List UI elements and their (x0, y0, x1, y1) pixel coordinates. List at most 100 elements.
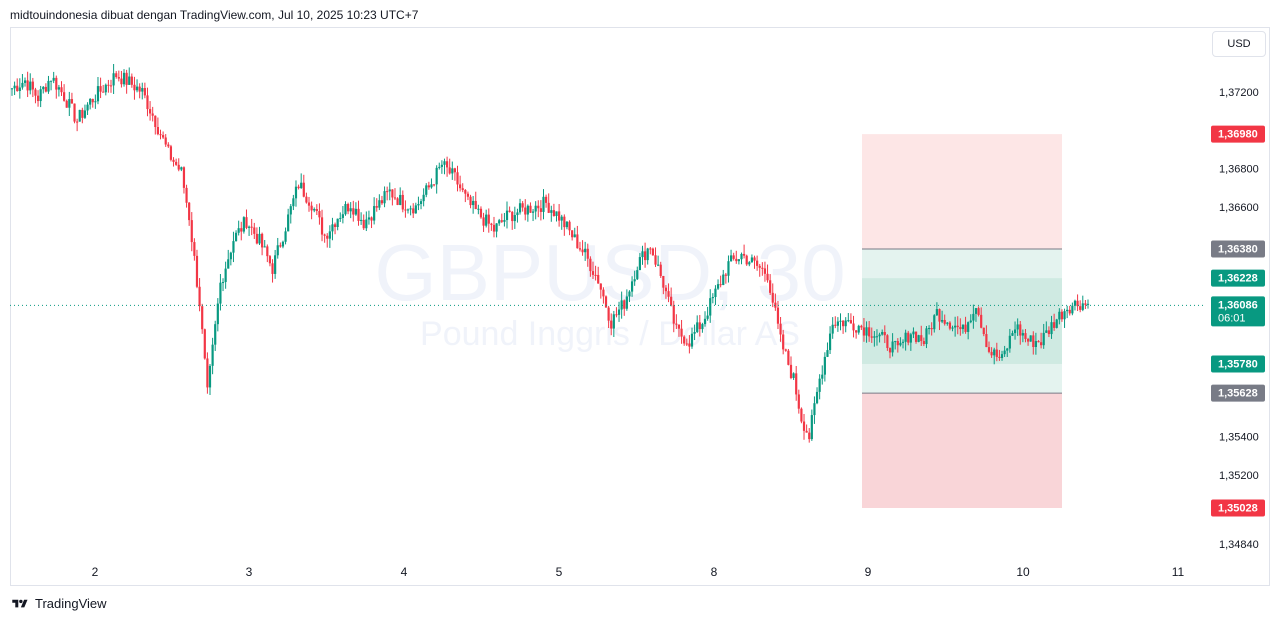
candle-body (185, 187, 188, 203)
candle-body (232, 241, 235, 253)
candle-body (563, 216, 566, 228)
candle-body (946, 322, 949, 324)
candle-body (680, 328, 683, 337)
price-label-text: 1,36380 (1218, 244, 1258, 256)
tradingview-footer: TradingView (10, 596, 107, 611)
candle-body (94, 101, 97, 103)
candle-body (560, 216, 563, 221)
candle-body (972, 313, 975, 321)
candle-body (1055, 319, 1058, 328)
candle-body (135, 86, 139, 91)
candle-body (763, 268, 767, 274)
chart-frame[interactable] (10, 27, 1270, 586)
candle-body (240, 228, 243, 232)
candle-body (993, 349, 996, 356)
candle-body (1024, 333, 1027, 339)
price-axis[interactable]: 1,37200 1,36800 1,36600 1,35400 1,35200 1,348… (1219, 87, 1259, 551)
candle-body (855, 330, 858, 333)
lower-target-zone (862, 393, 1062, 508)
candle-body (943, 319, 946, 324)
candle-body (641, 251, 644, 258)
candle-series (10, 63, 1090, 443)
candle-body (487, 214, 490, 224)
price-label-box (1211, 240, 1265, 258)
currency-button[interactable]: USD (1212, 31, 1266, 57)
candle-body (883, 332, 886, 336)
candle-body (1037, 341, 1040, 343)
candle-body (677, 324, 681, 329)
candle-body (808, 432, 811, 440)
candle-body (922, 341, 925, 345)
candle-body (967, 322, 970, 332)
candle-body (894, 341, 897, 343)
price-label-text: 1,35028 (1218, 502, 1258, 514)
candle-body (875, 336, 879, 338)
candle-body (675, 323, 678, 325)
candle-body (115, 73, 118, 78)
candle-body (323, 234, 326, 236)
candle-body (534, 205, 537, 212)
candle-body (203, 329, 206, 359)
candle-body (750, 257, 754, 263)
candle-body (401, 194, 404, 210)
price-tick-label: 1,36600 (1219, 202, 1259, 214)
candle-body (985, 334, 988, 348)
candle-body (214, 324, 217, 345)
candle-body (526, 205, 529, 215)
candle-body (474, 200, 477, 210)
candle-body (318, 211, 321, 218)
candle-body (935, 309, 938, 316)
candle-body (901, 341, 905, 343)
candle-body (315, 209, 318, 212)
candle-body (1013, 329, 1017, 334)
candle-body (636, 270, 639, 280)
candle-body (513, 215, 516, 222)
candle-body (65, 100, 68, 108)
candle-body (982, 327, 985, 335)
candle-body (831, 324, 834, 334)
candle-body (1034, 341, 1037, 348)
time-axis[interactable]: 2 3 4 5 8 9 10 11 (92, 565, 1185, 579)
candle-body (417, 204, 420, 206)
candle-body (36, 95, 40, 102)
candle-body (55, 77, 58, 90)
candle-body (727, 261, 730, 276)
candle-body (818, 378, 821, 392)
candle-body (797, 394, 800, 409)
candle-body (552, 210, 556, 216)
candle-body (625, 296, 628, 309)
candle-body (1000, 354, 1004, 358)
position-tool[interactable] (862, 134, 1062, 508)
candle-body (432, 184, 436, 186)
candle-body (180, 167, 183, 170)
candle-body (701, 324, 704, 330)
candle-body (99, 86, 102, 92)
candle-body (589, 258, 592, 272)
candle-body (13, 85, 16, 89)
candle-body (531, 211, 535, 213)
candle-body (386, 191, 389, 193)
candle-body (208, 365, 212, 388)
candle-body (865, 327, 868, 336)
candle-body (597, 274, 600, 284)
candle-body (664, 287, 668, 292)
candle-body (659, 264, 662, 276)
candle-body (81, 109, 84, 118)
candle-body (740, 253, 743, 260)
candle-body (964, 324, 967, 332)
candle-body (339, 217, 342, 219)
candle-body (485, 214, 488, 226)
candle-body (477, 208, 480, 210)
candle-body (453, 168, 457, 173)
candle-body (104, 84, 107, 93)
candle-body (1008, 335, 1011, 349)
price-label-text: 1,35628 (1218, 388, 1258, 400)
candle-body (162, 135, 165, 138)
candle-body (143, 88, 146, 96)
candle-body (1021, 333, 1024, 336)
candle-body (690, 333, 694, 347)
candle-body (891, 341, 894, 353)
candle-body (289, 206, 292, 215)
candle-body (1026, 338, 1030, 342)
